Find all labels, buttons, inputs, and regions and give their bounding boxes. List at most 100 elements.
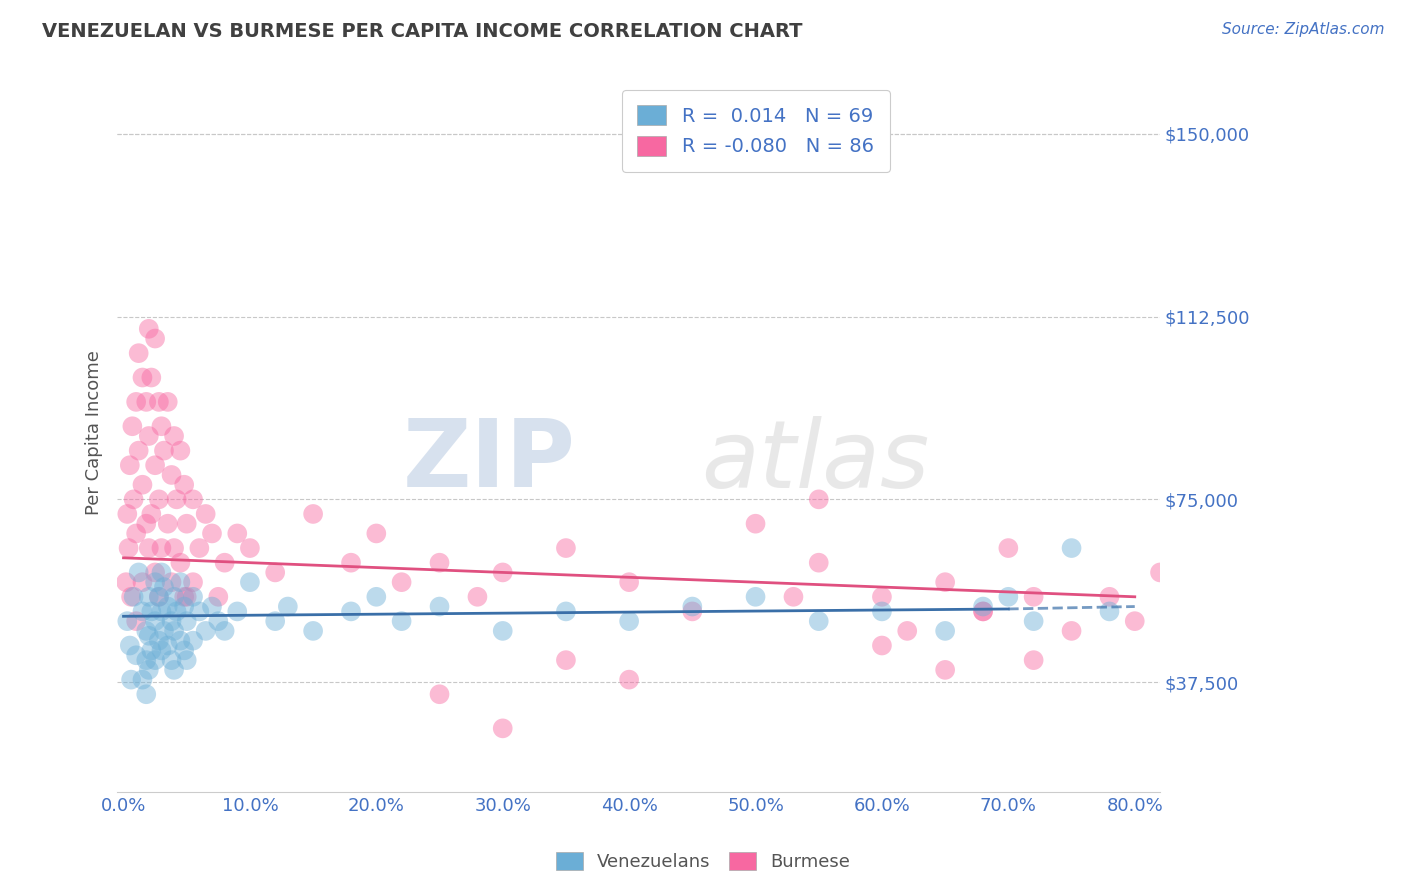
Point — [148, 590, 170, 604]
Point — [131, 477, 153, 491]
Point — [128, 443, 150, 458]
Point — [366, 526, 388, 541]
Point — [131, 604, 153, 618]
Point — [176, 516, 198, 531]
Point — [135, 516, 157, 531]
Point — [150, 643, 173, 657]
Point — [173, 477, 195, 491]
Point — [1098, 590, 1121, 604]
Point — [141, 604, 163, 618]
Point — [340, 556, 363, 570]
Point — [1060, 541, 1083, 555]
Point — [807, 556, 830, 570]
Point — [617, 614, 640, 628]
Point — [117, 614, 139, 628]
Point — [226, 526, 249, 541]
Point — [166, 492, 188, 507]
Point — [201, 599, 224, 614]
Point — [264, 614, 287, 628]
Point — [176, 590, 198, 604]
Point — [176, 653, 198, 667]
Point — [143, 575, 166, 590]
Legend: R =  0.014   N = 69, R = -0.080   N = 86: R = 0.014 N = 69, R = -0.080 N = 86 — [621, 90, 890, 172]
Point — [366, 590, 388, 604]
Point — [169, 556, 191, 570]
Y-axis label: Per Capita Income: Per Capita Income — [86, 350, 103, 515]
Point — [681, 604, 703, 618]
Point — [1022, 653, 1045, 667]
Point — [141, 643, 163, 657]
Point — [934, 575, 956, 590]
Point — [153, 624, 176, 638]
Point — [141, 370, 163, 384]
Point — [467, 590, 489, 604]
Point — [169, 443, 191, 458]
Point — [150, 419, 173, 434]
Point — [617, 673, 640, 687]
Point — [1060, 624, 1083, 638]
Point — [807, 614, 830, 628]
Point — [617, 575, 640, 590]
Point — [429, 556, 451, 570]
Point — [160, 614, 183, 628]
Point — [131, 575, 153, 590]
Point — [173, 643, 195, 657]
Point — [264, 566, 287, 580]
Point — [1123, 614, 1146, 628]
Point — [143, 332, 166, 346]
Point — [156, 395, 179, 409]
Point — [492, 566, 515, 580]
Point — [555, 604, 578, 618]
Point — [143, 614, 166, 628]
Point — [194, 507, 217, 521]
Point — [239, 541, 262, 555]
Point — [135, 653, 157, 667]
Point — [153, 580, 176, 594]
Point — [128, 346, 150, 360]
Point — [160, 653, 183, 667]
Point — [1022, 590, 1045, 604]
Point — [150, 566, 173, 580]
Point — [143, 653, 166, 667]
Point — [207, 614, 229, 628]
Point — [302, 507, 325, 521]
Point — [555, 653, 578, 667]
Point — [181, 575, 204, 590]
Text: VENEZUELAN VS BURMESE PER CAPITA INCOME CORRELATION CHART: VENEZUELAN VS BURMESE PER CAPITA INCOME … — [42, 22, 803, 41]
Point — [1149, 566, 1171, 580]
Point — [188, 604, 211, 618]
Point — [870, 604, 893, 618]
Point — [555, 541, 578, 555]
Point — [138, 590, 160, 604]
Point — [150, 541, 173, 555]
Point — [226, 604, 249, 618]
Point — [120, 673, 142, 687]
Point — [181, 492, 204, 507]
Point — [214, 556, 236, 570]
Point — [160, 467, 183, 482]
Point — [138, 629, 160, 643]
Point — [128, 566, 150, 580]
Point — [117, 541, 139, 555]
Point — [131, 370, 153, 384]
Point — [125, 648, 148, 663]
Point — [138, 322, 160, 336]
Point — [896, 624, 918, 638]
Point — [194, 624, 217, 638]
Point — [148, 395, 170, 409]
Point — [391, 575, 413, 590]
Point — [138, 663, 160, 677]
Point — [156, 516, 179, 531]
Point — [135, 687, 157, 701]
Point — [176, 614, 198, 628]
Point — [340, 604, 363, 618]
Point — [744, 516, 766, 531]
Point — [188, 541, 211, 555]
Point — [148, 590, 170, 604]
Point — [125, 395, 148, 409]
Point — [138, 541, 160, 555]
Point — [807, 492, 830, 507]
Point — [492, 722, 515, 736]
Point — [143, 458, 166, 473]
Point — [492, 624, 515, 638]
